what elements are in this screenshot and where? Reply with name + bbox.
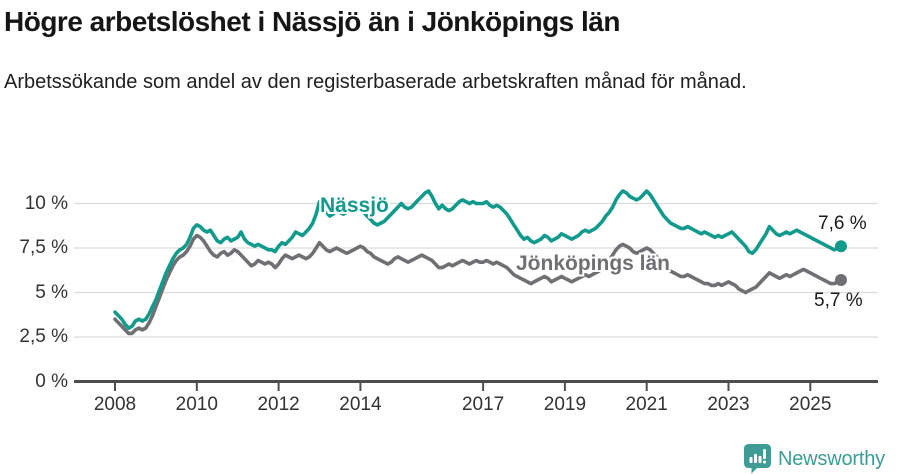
x-tick-label: 2023 [707, 394, 750, 415]
page-title: Högre arbetslöshet i Nässjö än i Jönköpi… [4, 6, 620, 37]
x-tick-label: 2014 [339, 394, 382, 415]
series-label-jonkopings-lan: Jönköpings län [516, 252, 671, 275]
y-tick-label: 10 % [24, 192, 68, 214]
brand-name: Newsworthy [778, 447, 885, 470]
plot-area [74, 189, 878, 391]
series-label-nassjo: Nässjö [320, 194, 389, 217]
y-tick-label: 5 % [35, 281, 68, 303]
y-tick-label: 7,5 % [19, 237, 68, 258]
x-tick-label: 2012 [257, 394, 300, 415]
y-tick-label: 0 % [35, 370, 68, 392]
chart-subtitle: Arbetssökande som andel av den registerb… [4, 71, 747, 93]
x-tick-label: 2010 [175, 394, 218, 415]
x-tick-label: 2019 [543, 394, 587, 415]
newsworthy-logo-icon [744, 444, 771, 474]
newsworthy-logo: Newsworthy [744, 444, 885, 474]
x-tick-label: 2008 [93, 394, 137, 415]
x-tick-label: 2017 [461, 394, 505, 415]
x-tick-label: 2025 [789, 394, 832, 415]
line-chart: Nässjö Jönköpings län 7,6 % 5,7 % 0 % 2,5… [0, 170, 900, 440]
x-tick-label: 2021 [625, 394, 668, 415]
y-tick-label: 2,5 % [19, 326, 68, 347]
end-value-nassjo: 7,6 % [818, 213, 867, 234]
end-value-jonkopings-lan: 5,7 % [814, 290, 863, 311]
